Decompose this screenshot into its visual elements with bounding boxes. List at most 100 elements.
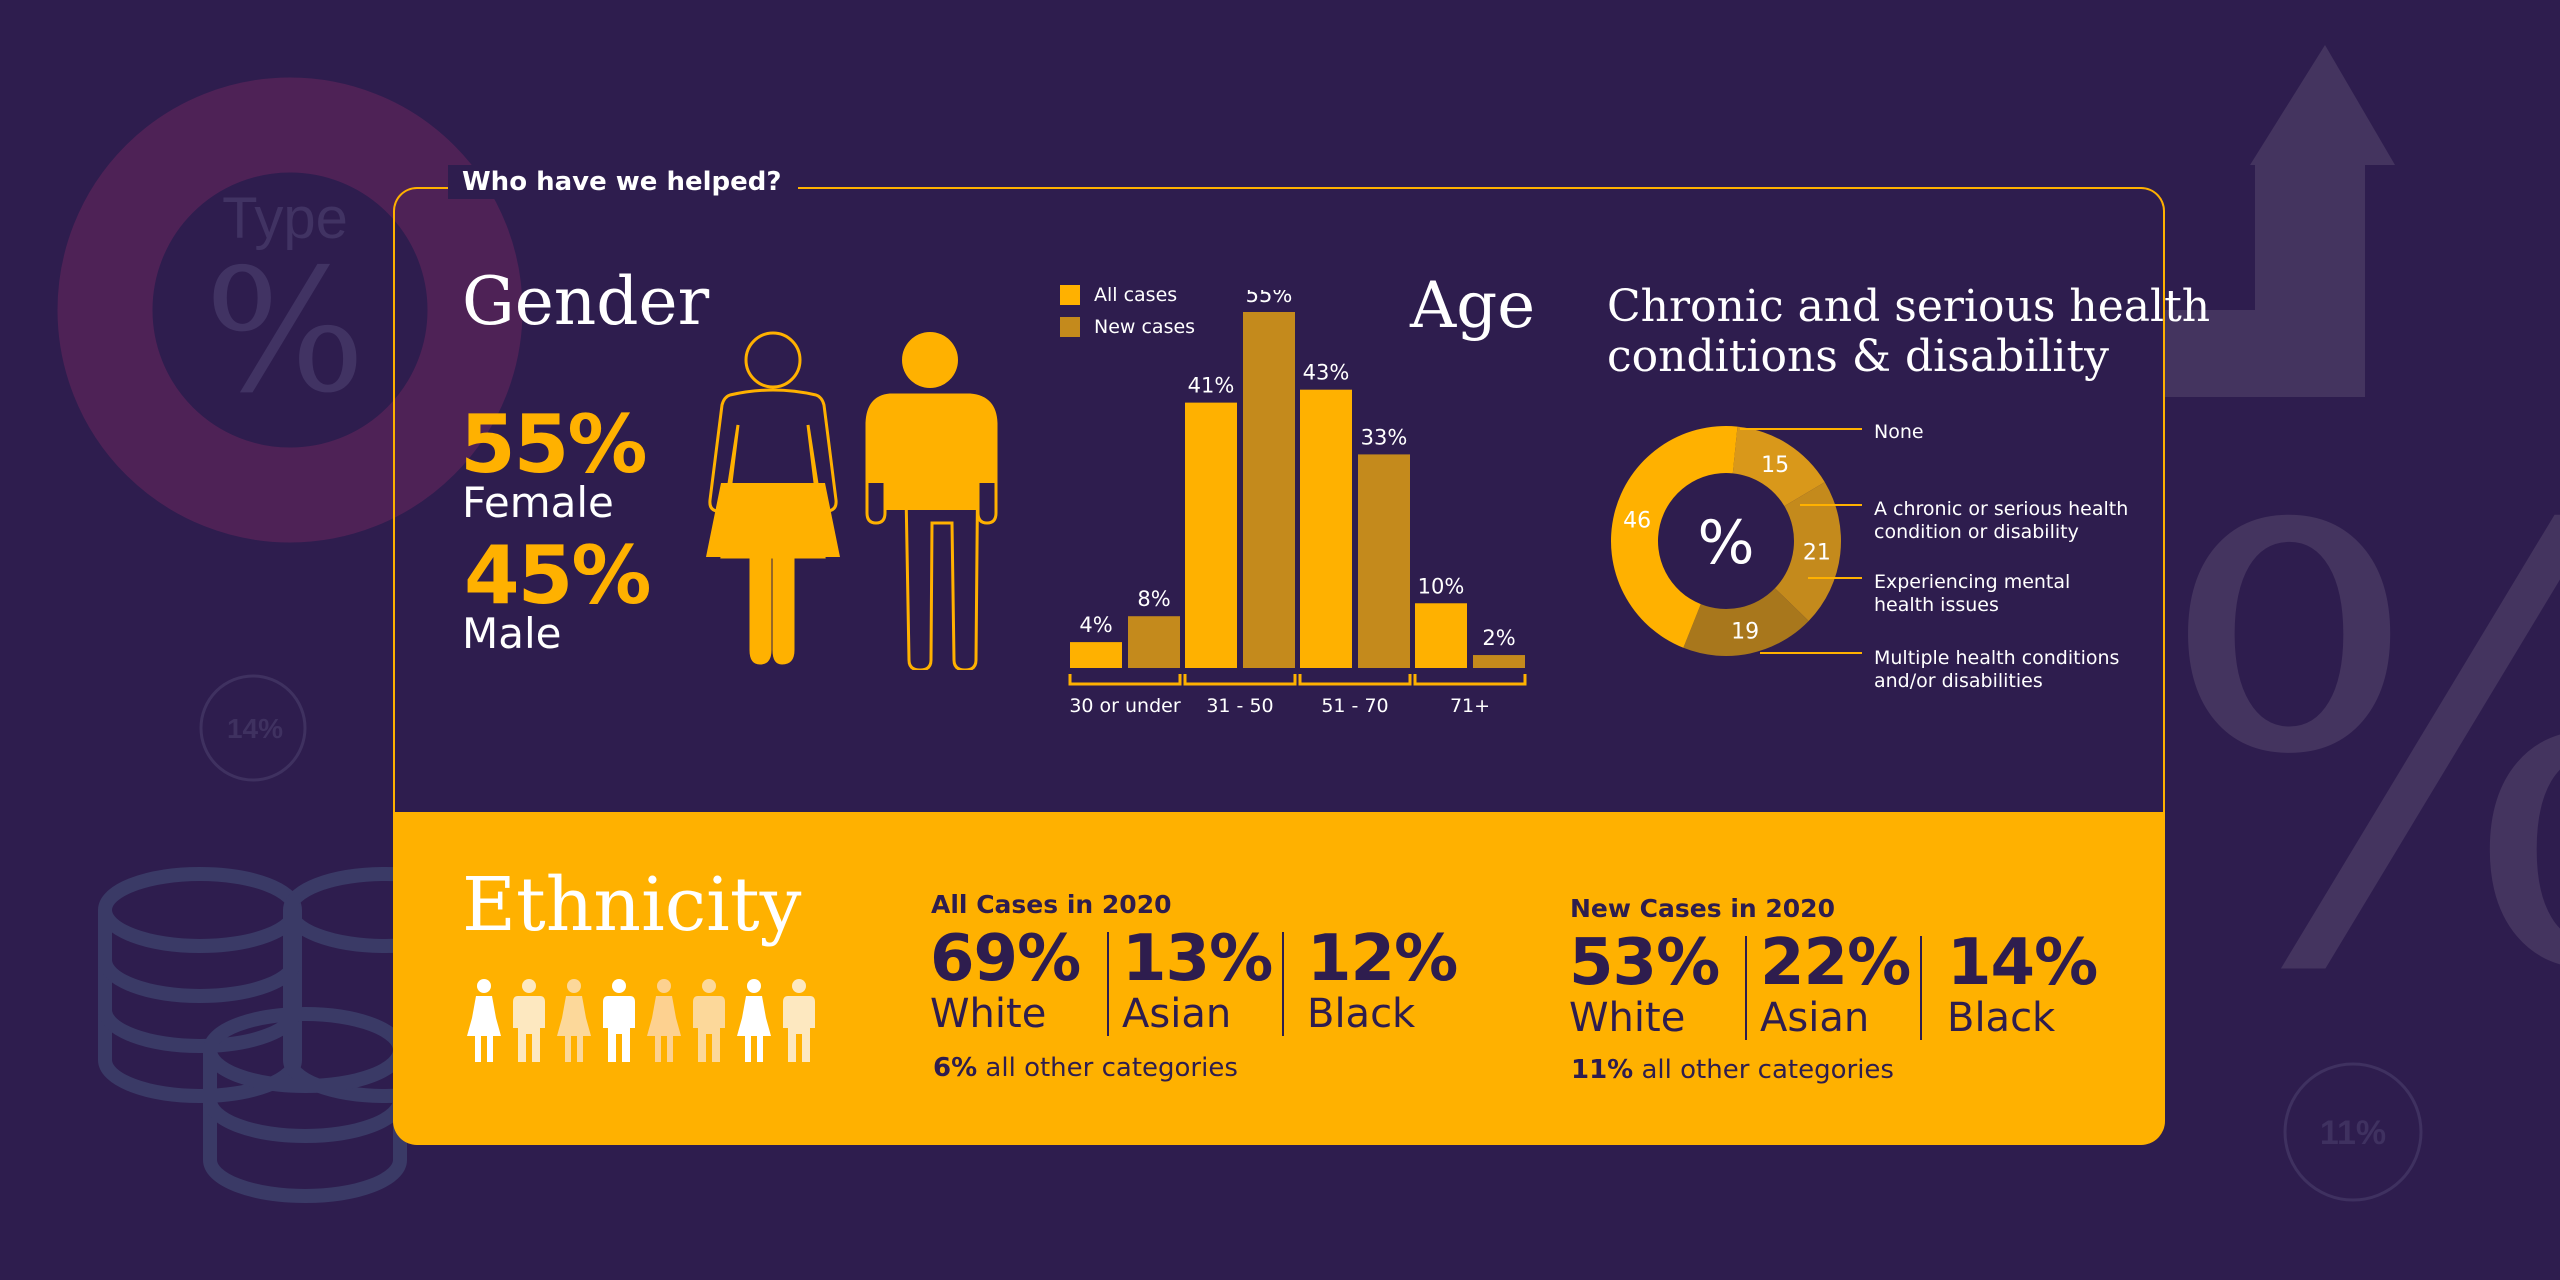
new-white-label: White [1569, 995, 1686, 1041]
donut-center-label: % [1697, 508, 1754, 578]
legend-swatch-new [1060, 317, 1080, 337]
health-label-mental-line1: Experiencing mental [1874, 571, 2071, 593]
divider [1282, 932, 1284, 1036]
person-icon-1 [467, 979, 501, 1062]
bg-ring-icon [57, 77, 523, 543]
legend-all-cases: All cases [1060, 280, 1195, 310]
female-label: Female [462, 478, 614, 527]
all-black-pct: 12% [1307, 922, 1458, 996]
new-other-text: all other categories [1633, 1055, 1894, 1085]
all-cases-other: 6% all other categories [933, 1053, 1238, 1083]
age-data-label: 33% [1361, 425, 1408, 449]
new-asian-label: Asian [1760, 995, 1870, 1041]
age-group-bracket [1183, 674, 1297, 686]
bg-database-icon [98, 867, 487, 1203]
age-bar-new-3 [1473, 655, 1525, 668]
health-label-multiple-line1: Multiple health conditions [1874, 647, 2120, 669]
person-icon-8 [783, 979, 815, 1062]
new-cases-other: 11% all other categories [1571, 1055, 1894, 1085]
age-bar-all-0 [1070, 642, 1122, 668]
divider [1920, 936, 1922, 1040]
gender-figures [706, 331, 998, 670]
panel-title: Who have we helped? [448, 165, 798, 199]
new-cases-black: 14% Black [1947, 930, 2098, 1041]
health-label-none: None [1874, 421, 1924, 444]
male-label: Male [462, 609, 562, 658]
legend-new-cases: New cases [1060, 312, 1195, 342]
age-category-label: 30 or under [1069, 695, 1181, 717]
bg-arrow-icon [2165, 45, 2395, 397]
divider [1745, 936, 1747, 1040]
all-asian-pct: 13% [1122, 922, 1273, 996]
new-white-pct: 53% [1569, 926, 1720, 1000]
health-title-line2: conditions & disability [1607, 331, 2109, 382]
new-black-label: Black [1947, 995, 2056, 1041]
donut-slice-2 [1774, 482, 1841, 621]
health-label-multiple: Multiple health conditions and/or disabi… [1874, 647, 2119, 693]
donut-slice-3 [1683, 588, 1809, 656]
all-white-pct: 69% [930, 922, 1081, 996]
age-data-label: 43% [1303, 361, 1350, 385]
donut-slice-1 [1732, 426, 1825, 507]
all-other-pct: 6% [933, 1053, 978, 1083]
person-icon-5 [647, 979, 681, 1062]
ethnicity-title: Ethnicity [462, 862, 802, 948]
legend-label-new: New cases [1094, 316, 1196, 338]
person-icon-7 [737, 979, 771, 1062]
donut-value-label: 15 [1761, 453, 1789, 478]
female-figure-icon [706, 331, 840, 665]
new-cases-white: 53% White [1569, 926, 1720, 1041]
age-bar-new-0 [1128, 616, 1180, 668]
ethnicity-panel [393, 812, 2165, 1145]
donut-value-label: 21 [1803, 541, 1831, 566]
health-title-line1: Chronic and serious health [1607, 281, 2211, 332]
all-white-label: White [930, 991, 1047, 1037]
panel-frame [393, 187, 2165, 812]
health-donut-chart: 15 21 19 46% [1611, 426, 1841, 656]
bg-circle-14 [199, 674, 307, 782]
age-title: Age [1410, 269, 1536, 343]
bg-big-pct: % [2155, 403, 2560, 1102]
all-other-text: all other categories [977, 1053, 1238, 1083]
age-group-bracket [1413, 674, 1527, 686]
health-label-chronic: A chronic or serious health condition or… [1874, 498, 2128, 544]
health-label-chronic-line1: A chronic or serious health [1874, 498, 2129, 520]
age-data-label: 10% [1418, 574, 1465, 598]
all-cases-asian: 13% Asian [1122, 922, 1273, 1037]
age-bar-all-2 [1300, 389, 1352, 668]
age-category-label: 51 - 70 [1321, 695, 1388, 717]
male-pct: 45% [464, 529, 651, 622]
health-label-none-line1: None [1874, 421, 1924, 443]
bg-pct-11: 11% [2320, 1114, 2386, 1152]
all-asian-label: Asian [1122, 991, 1232, 1037]
age-group-bracket [1298, 674, 1412, 686]
male-figure-icon [865, 332, 998, 670]
age-bar-new-1 [1243, 312, 1295, 668]
divider [1107, 932, 1109, 1036]
gender-title: Gender [462, 263, 710, 340]
age-legend: All cases New cases [1060, 280, 1195, 342]
age-bar-new-2 [1358, 454, 1410, 668]
age-bar-all-1 [1185, 402, 1237, 668]
all-black-label: Black [1307, 991, 1416, 1037]
new-asian-pct: 22% [1760, 926, 1911, 1000]
age-data-label: 8% [1137, 587, 1170, 611]
health-label-chronic-line2: condition or disability [1874, 521, 2079, 543]
age-category-label: 71+ [1450, 695, 1490, 717]
female-pct: 55% [460, 398, 647, 491]
age-data-label: 55% [1246, 290, 1293, 307]
all-cases-white: 69% White [930, 922, 1081, 1037]
donut-value-label: 46 [1623, 508, 1651, 533]
legend-label-all: All cases [1094, 284, 1178, 306]
person-icon-4 [603, 979, 635, 1062]
person-icon-6 [693, 979, 725, 1062]
bg-pct-14: 14% [227, 713, 283, 744]
new-cases-asian: 22% Asian [1760, 926, 1911, 1041]
age-data-label: 41% [1188, 374, 1235, 398]
donut-value-label: 19 [1731, 619, 1759, 644]
health-label-mental: Experiencing mental health issues [1874, 571, 2070, 617]
age-data-label: 2% [1482, 626, 1515, 650]
new-cases-title: New Cases in 2020 [1570, 894, 1835, 923]
person-icon-2 [513, 979, 545, 1062]
